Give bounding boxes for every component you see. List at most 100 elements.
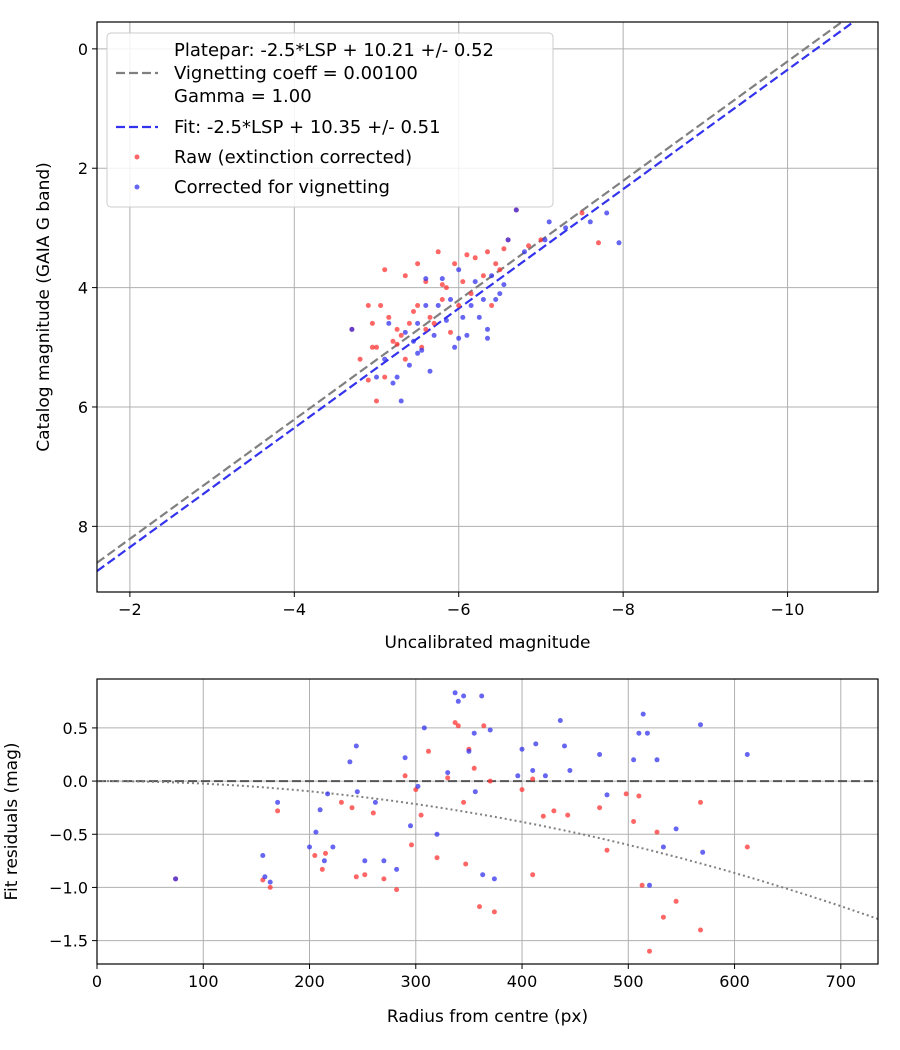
scatter-point: [468, 303, 474, 308]
scatter-point: [390, 338, 396, 344]
scatter-point: [565, 812, 571, 818]
scatter-point: [491, 876, 497, 882]
scatter-point: [477, 904, 482, 910]
scatter-point: [579, 210, 585, 216]
scatter-point: [597, 805, 603, 811]
top-x-axis-label: Uncalibrated magnitude: [385, 633, 591, 653]
scatter-point: [262, 874, 268, 880]
scatter-point: [493, 297, 499, 302]
y-tick-label: 6: [78, 398, 88, 417]
scatter-point: [456, 335, 462, 341]
x-tick-label: 400: [507, 972, 538, 991]
scatter-point: [411, 309, 416, 314]
scatter-point: [394, 866, 400, 872]
scatter-point: [489, 273, 495, 279]
scatter-point: [415, 303, 421, 308]
scatter-point: [472, 279, 478, 285]
x-tick-label: −4: [283, 600, 307, 619]
scatter-point: [415, 350, 421, 356]
y-tick-label: 4: [78, 279, 88, 298]
scatter-point: [639, 882, 645, 888]
scatter-point: [455, 723, 461, 729]
scatter-point: [419, 347, 425, 353]
scatter-point: [456, 303, 462, 308]
scatter-point: [481, 723, 487, 729]
fit-line: [97, 22, 856, 573]
scatter-point: [698, 927, 703, 933]
scatter-point: [260, 853, 266, 858]
scatter-point: [402, 329, 408, 335]
scatter-point: [623, 791, 629, 797]
scatter-point: [460, 314, 466, 320]
scatter-point: [452, 261, 458, 267]
scatter-point: [464, 252, 470, 258]
scatter-point: [501, 282, 507, 288]
x-tick-label: 0: [92, 972, 102, 991]
scatter-point: [394, 374, 400, 380]
top-plot-frame: [96, 21, 879, 593]
scatter-point: [461, 799, 467, 805]
scatter-point: [390, 380, 396, 386]
scatter-point: [409, 842, 414, 848]
scatter-point: [505, 237, 511, 243]
scatter-point: [463, 861, 469, 867]
scatter-point: [700, 849, 706, 855]
scatter-point: [604, 792, 610, 798]
scatter-point: [362, 858, 368, 864]
scatter-point: [439, 282, 445, 288]
scatter-point: [493, 261, 499, 267]
scatter-point: [325, 791, 331, 797]
scatter-point: [513, 207, 519, 213]
legend-dot-swatch: [134, 154, 140, 160]
scatter-point: [349, 805, 355, 811]
scatter-point: [431, 320, 437, 326]
scatter-point: [411, 338, 416, 344]
scatter-point: [660, 844, 666, 850]
scatter-point: [485, 335, 490, 341]
scatter-point: [382, 374, 388, 380]
scatter-point: [372, 799, 378, 805]
scatter-point: [515, 773, 521, 779]
scatter-point: [402, 356, 408, 362]
bottom-tick-labels: 0 100 200 300 400 500 600 700 0.5 0.0 −0.5 −1.0 −1.5: [49, 719, 856, 991]
scatter-point: [476, 314, 482, 320]
scatter-point: [471, 765, 477, 771]
scatter-point: [744, 752, 750, 757]
scatter-point: [439, 297, 445, 302]
scatter-point: [354, 789, 360, 795]
scatter-point: [353, 874, 359, 880]
scatter-point: [369, 344, 375, 350]
vignetting-curve: [97, 780, 878, 920]
scatter-point: [443, 317, 449, 323]
scatter-point: [448, 297, 453, 302]
scatter-point: [563, 225, 569, 231]
scatter-point: [497, 291, 503, 297]
scatter-point: [435, 303, 441, 308]
scatter-point: [427, 368, 433, 374]
scatter-point: [542, 773, 548, 779]
scatter-point: [321, 858, 327, 864]
x-tick-label: 300: [401, 972, 432, 991]
scatter-point: [744, 844, 750, 850]
top-tick-labels: −2 −4 −6 −8 −10 0 2 4 6 8: [78, 40, 805, 619]
scatter-point: [394, 326, 400, 332]
x-tick-label: −2: [118, 600, 142, 619]
scatter-point: [456, 267, 462, 273]
scatter-point: [445, 775, 451, 781]
x-tick-label: −8: [611, 600, 635, 619]
scatter-point: [381, 858, 387, 864]
bottom-chart: 0 100 200 300 400 500 600 700 0.5 0.0 −0.5 −1.0 −1.5…: [2, 678, 879, 1027]
top-legend: Platepar: -2.5*LSP + 10.21 +/- 0.52Vigne…: [106, 32, 554, 208]
scatter-point: [338, 799, 344, 805]
legend-dot-swatch: [134, 184, 140, 190]
scatter-point: [452, 344, 458, 350]
scatter-point: [426, 748, 431, 754]
scatter-point: [519, 787, 525, 793]
legend-entry-label: Fit: -2.5*LSP + 10.35 +/- 0.51: [174, 117, 441, 138]
scatter-point: [421, 725, 427, 731]
scatter-point: [466, 748, 472, 754]
scatter-point: [551, 808, 557, 814]
y-tick-label: 2: [78, 159, 88, 178]
